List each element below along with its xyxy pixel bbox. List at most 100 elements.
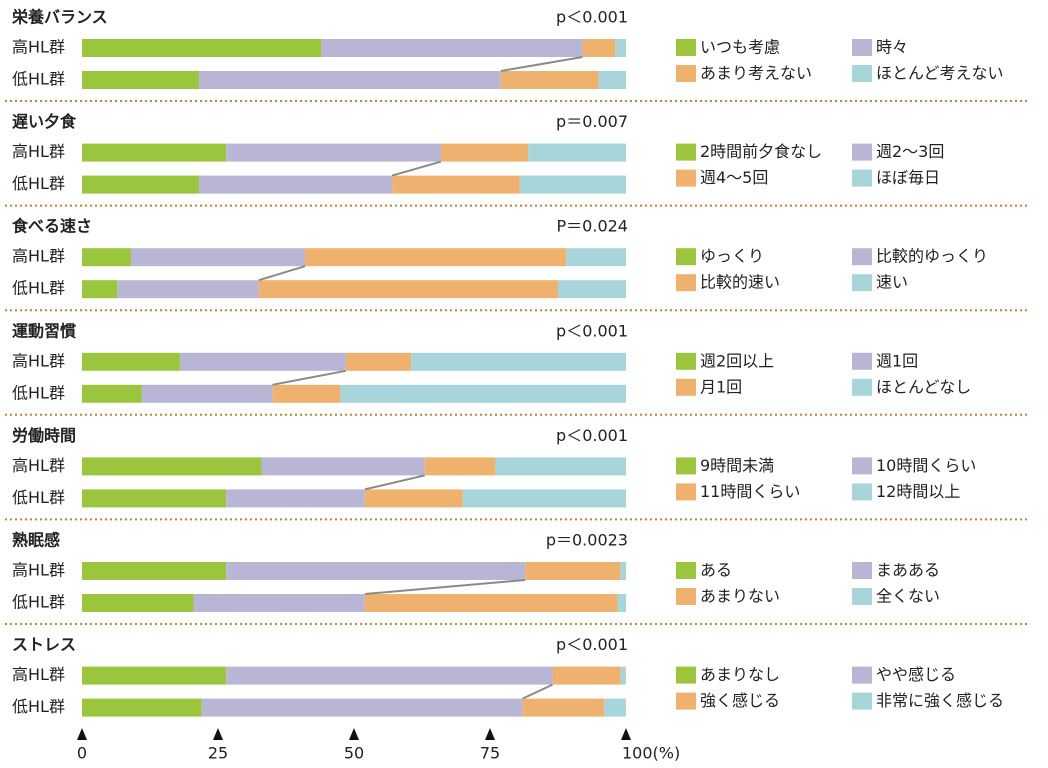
category-label: 低HL群 xyxy=(12,488,65,507)
panel-title: ストレス xyxy=(12,635,76,654)
panel-title: 運動習慣 xyxy=(12,321,76,340)
legend-swatch xyxy=(676,562,696,579)
legend-swatch xyxy=(852,248,872,266)
legend-label: 2時間前夕食なし xyxy=(700,142,822,161)
bar-segment xyxy=(82,594,194,612)
bar-segment xyxy=(130,248,306,267)
bar-segment xyxy=(305,248,567,267)
legend-swatch xyxy=(676,483,696,501)
legend-label: あまりなし xyxy=(700,665,780,684)
bar-segment xyxy=(522,698,605,717)
legend-swatch xyxy=(852,169,872,187)
bar-segment xyxy=(598,71,626,89)
connector xyxy=(272,369,347,386)
x-tick-label: 0 xyxy=(77,744,87,763)
legend-label: 月1回 xyxy=(700,377,742,396)
bar-segment xyxy=(321,39,583,57)
legend-label: ほとんどなし xyxy=(876,377,971,396)
bar-segment xyxy=(500,71,599,89)
category-label: 高HL群 xyxy=(12,456,65,475)
tick-mark xyxy=(485,728,495,740)
x-tick-label: 100(%) xyxy=(622,744,680,763)
bar-segment xyxy=(261,457,425,476)
legend-swatch xyxy=(852,274,872,292)
bar-segment xyxy=(528,143,626,162)
legend-label: ほぼ毎日 xyxy=(876,168,940,187)
bar-segment xyxy=(620,666,626,685)
bar-segment xyxy=(82,489,227,508)
legend-label: あまり考えない xyxy=(700,64,812,83)
bar-segment xyxy=(82,39,322,57)
legend-swatch xyxy=(852,378,872,396)
p-value: p＝0.0023 xyxy=(546,531,628,550)
legend-swatch xyxy=(676,65,696,82)
bar-segment xyxy=(201,698,523,717)
bar-segment xyxy=(364,489,463,508)
x-tick-label: 50 xyxy=(344,744,364,763)
bar-segment xyxy=(620,562,626,580)
bar-segment xyxy=(226,143,442,162)
bar-segment xyxy=(82,143,227,162)
legend-swatch xyxy=(676,692,696,710)
bar-segment xyxy=(424,457,496,476)
legend-label: ある xyxy=(700,561,732,580)
connector xyxy=(258,265,306,282)
x-tick-label: 25 xyxy=(208,744,228,763)
legend-label: 週1回 xyxy=(876,351,918,370)
tick-mark xyxy=(77,728,87,740)
legend-swatch xyxy=(852,457,872,475)
bar-segment xyxy=(495,457,626,476)
bar-segment xyxy=(82,666,227,685)
bar-segment xyxy=(226,489,365,508)
legend-swatch xyxy=(676,666,696,684)
bar-segment xyxy=(82,175,199,194)
legend-swatch xyxy=(852,666,872,684)
bar-segment xyxy=(82,248,131,267)
bar-segment xyxy=(82,352,180,371)
bar-segment xyxy=(582,39,616,57)
panel-title: 労働時間 xyxy=(12,426,76,445)
legend-label: 非常に強く感じる xyxy=(876,691,1004,710)
category-label: 低HL群 xyxy=(12,593,65,612)
category-label: 高HL群 xyxy=(12,561,65,580)
legend-swatch xyxy=(852,143,872,161)
legend-swatch xyxy=(852,692,872,710)
legend-swatch xyxy=(676,39,696,56)
bar-segment xyxy=(198,71,501,89)
bar-segment xyxy=(558,280,626,299)
bar-segment xyxy=(141,384,273,403)
bar-segment xyxy=(392,175,520,194)
bar-segment xyxy=(82,384,142,403)
bar-segment xyxy=(462,489,626,508)
bar-segment xyxy=(411,352,626,371)
legend-label: まあある xyxy=(876,561,940,580)
bar-segment xyxy=(179,352,346,371)
tick-mark xyxy=(621,728,631,740)
category-label: 低HL群 xyxy=(12,174,65,193)
bar-segment xyxy=(617,594,626,612)
bar-segment xyxy=(82,562,227,580)
bar-segment xyxy=(441,143,529,162)
legend-swatch xyxy=(852,588,872,605)
legend-label: 11時間くらい xyxy=(700,482,800,501)
bar-segment xyxy=(226,562,526,580)
legend-label: 比較的速い xyxy=(700,273,780,292)
category-label: 高HL群 xyxy=(12,247,65,266)
p-value: p＜0.001 xyxy=(556,635,628,654)
legend-swatch xyxy=(852,39,872,56)
legend-swatch xyxy=(676,378,696,396)
legend-swatch xyxy=(852,562,872,579)
x-tick-label: 75 xyxy=(480,744,500,763)
legend-swatch xyxy=(852,352,872,370)
connector xyxy=(364,579,526,595)
legend-label: 比較的ゆっくり xyxy=(876,247,988,266)
category-label: 高HL群 xyxy=(12,38,65,57)
legend-swatch xyxy=(852,483,872,501)
panel-title: 遅い夕食 xyxy=(12,112,77,131)
category-label: 低HL群 xyxy=(12,70,65,89)
bar-segment xyxy=(566,248,626,267)
bar-segment xyxy=(519,175,626,194)
p-value: p＜0.001 xyxy=(556,426,628,445)
